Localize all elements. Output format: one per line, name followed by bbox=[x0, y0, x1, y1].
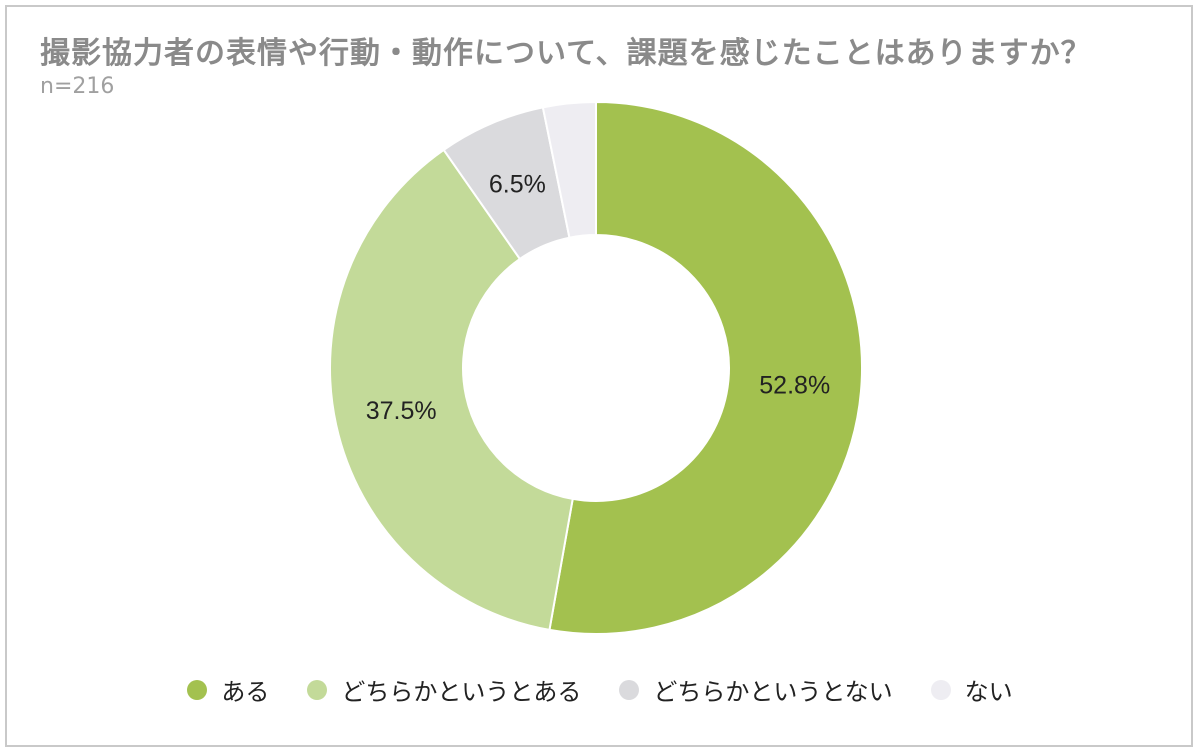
legend-swatch bbox=[930, 679, 951, 700]
legend-item-dochirakato-nai: どちらかというとない bbox=[619, 672, 893, 707]
donut-slice bbox=[329, 148, 574, 632]
legend-swatch bbox=[307, 679, 328, 700]
legend-label: どちらかというとない bbox=[653, 678, 893, 706]
legend-item-dochirakato-aru: どちらかというとある bbox=[307, 672, 581, 707]
donut-slice bbox=[548, 100, 863, 635]
chart-legend: ある どちらかというとある どちらかというとない ない bbox=[0, 672, 1200, 707]
chart-title: 撮影協力者の表情や行動・動作について、課題を感じたことはありますか？ bbox=[40, 36, 1092, 71]
legend-swatch bbox=[619, 679, 640, 700]
legend-swatch bbox=[187, 679, 208, 700]
legend-item-nai: ない bbox=[930, 672, 1013, 707]
legend-label: どちらかというとある bbox=[341, 678, 582, 706]
sample-size: n=216 bbox=[40, 74, 115, 99]
slice-value-label: 52.8% bbox=[759, 372, 830, 400]
slice-value-label: 37.5% bbox=[366, 397, 437, 425]
legend-label: ある bbox=[221, 678, 270, 706]
legend-label: ない bbox=[964, 678, 1013, 706]
legend-item-aru: ある bbox=[187, 672, 269, 707]
slice-value-label: 6.5% bbox=[489, 171, 546, 199]
donut-slice bbox=[541, 100, 597, 239]
